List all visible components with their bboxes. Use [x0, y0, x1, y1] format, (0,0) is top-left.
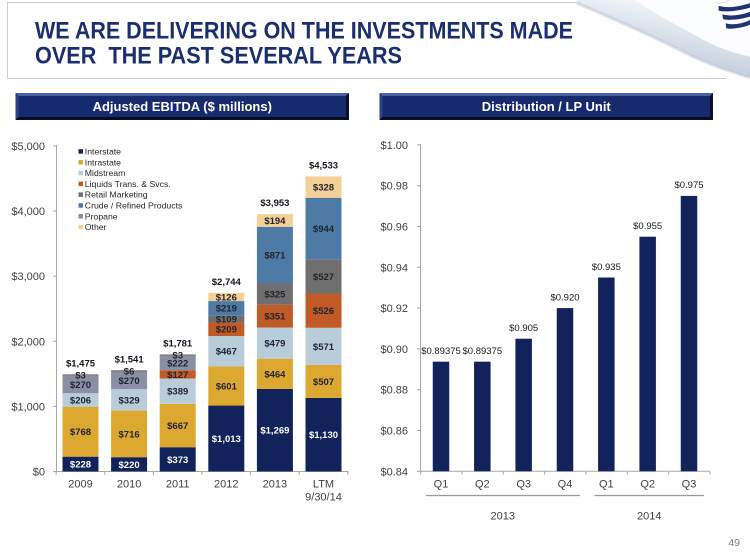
svg-text:2012: 2012	[214, 479, 238, 491]
svg-text:$479: $479	[264, 339, 285, 350]
svg-text:$0.905: $0.905	[509, 323, 538, 334]
svg-text:$507: $507	[313, 377, 334, 388]
svg-text:$1,541: $1,541	[115, 354, 145, 365]
svg-text:$6: $6	[124, 366, 135, 377]
svg-text:$351: $351	[264, 312, 286, 323]
svg-text:$126: $126	[216, 292, 237, 303]
svg-text:$127: $127	[167, 370, 188, 381]
svg-text:$571: $571	[313, 342, 335, 353]
svg-text:$1,000: $1,000	[11, 401, 45, 413]
svg-text:$0.920: $0.920	[550, 292, 579, 303]
svg-text:9/30/14: 9/30/14	[305, 492, 342, 504]
svg-text:$373: $373	[167, 455, 188, 466]
svg-text:$526: $526	[313, 306, 334, 317]
svg-text:2013: 2013	[491, 511, 515, 523]
svg-text:$0.90: $0.90	[380, 344, 408, 356]
svg-text:$716: $716	[119, 429, 140, 440]
svg-text:$228: $228	[70, 460, 91, 471]
svg-text:2009: 2009	[68, 479, 92, 491]
svg-text:$1,130: $1,130	[309, 430, 338, 441]
svg-text:Distribution / LP Unit: Distribution / LP Unit	[482, 99, 612, 114]
svg-text:$209: $209	[216, 325, 237, 336]
svg-text:$1,013: $1,013	[212, 434, 241, 445]
svg-text:$0.935: $0.935	[592, 262, 621, 273]
svg-text:$0.98: $0.98	[380, 181, 408, 193]
svg-text:$944: $944	[313, 224, 335, 235]
svg-text:Adjusted EBITDA ($ millions): Adjusted EBITDA ($ millions)	[93, 99, 272, 114]
svg-text:$3: $3	[172, 351, 183, 362]
svg-text:$325: $325	[264, 290, 286, 301]
svg-text:$329: $329	[119, 395, 140, 406]
svg-text:$219: $219	[216, 304, 237, 315]
svg-text:$467: $467	[216, 347, 237, 358]
svg-text:Q4: Q4	[558, 479, 573, 491]
svg-text:Q2: Q2	[475, 479, 490, 491]
svg-text:$1,269: $1,269	[260, 426, 289, 437]
svg-text:$220: $220	[119, 460, 140, 471]
svg-text:2011: 2011	[166, 479, 190, 491]
svg-text:$3,953: $3,953	[260, 198, 289, 209]
svg-text:$2,744: $2,744	[212, 277, 242, 288]
svg-text:Interstate: Interstate	[85, 147, 121, 157]
svg-text:Midstream: Midstream	[85, 168, 126, 178]
svg-text:$222: $222	[167, 358, 188, 369]
svg-text:49: 49	[728, 537, 740, 549]
svg-text:WE ARE DELIVERING ON THE INVES: WE ARE DELIVERING ON THE INVESTMENTS MAD…	[35, 17, 573, 44]
svg-text:$206: $206	[70, 395, 91, 406]
svg-text:2013: 2013	[263, 479, 287, 491]
svg-text:$1,475: $1,475	[66, 358, 96, 369]
svg-text:$270: $270	[70, 380, 91, 391]
svg-text:Q3: Q3	[516, 479, 531, 491]
svg-text:Liquids Trans. & Svcs.: Liquids Trans. & Svcs.	[85, 179, 171, 189]
svg-text:$1,781: $1,781	[163, 338, 193, 349]
svg-text:Propane: Propane	[85, 211, 118, 221]
svg-text:$4,533: $4,533	[309, 160, 338, 171]
svg-text:2010: 2010	[117, 479, 141, 491]
svg-text:$389: $389	[167, 387, 188, 398]
svg-text:$109: $109	[216, 314, 237, 325]
svg-text:$601: $601	[216, 381, 238, 392]
svg-text:$3: $3	[75, 371, 86, 382]
svg-text:$0.975: $0.975	[674, 180, 703, 191]
svg-text:Q1: Q1	[599, 479, 614, 491]
svg-text:$328: $328	[313, 183, 334, 194]
svg-text:Q1: Q1	[434, 479, 449, 491]
svg-text:$5,000: $5,000	[11, 141, 45, 153]
svg-text:$4,000: $4,000	[11, 206, 45, 218]
svg-text:Other: Other	[85, 222, 107, 232]
svg-text:OVER THE PAST SEVERAL YEARS: OVER THE PAST SEVERAL YEARS	[35, 43, 402, 70]
svg-text:$0.89375: $0.89375	[463, 346, 503, 357]
svg-text:$871: $871	[264, 251, 286, 262]
svg-text:$1.00: $1.00	[380, 140, 408, 152]
svg-text:$0.84: $0.84	[380, 466, 408, 478]
svg-text:$0.96: $0.96	[380, 222, 408, 234]
svg-text:Retail Marketing: Retail Marketing	[85, 190, 148, 200]
svg-text:LTM: LTM	[313, 479, 334, 491]
svg-text:Crude / Refined Products: Crude / Refined Products	[85, 201, 183, 211]
svg-text:$0.92: $0.92	[380, 303, 408, 315]
svg-text:$3,000: $3,000	[11, 271, 45, 283]
svg-text:Intrastate: Intrastate	[85, 157, 121, 167]
svg-text:$194: $194	[264, 216, 286, 227]
svg-text:Q3: Q3	[682, 479, 697, 491]
svg-text:$464: $464	[264, 369, 286, 380]
svg-text:$0: $0	[33, 467, 45, 479]
svg-text:$0.955: $0.955	[633, 221, 662, 232]
svg-text:$0.94: $0.94	[380, 262, 408, 274]
svg-text:$527: $527	[313, 272, 334, 283]
svg-text:$768: $768	[70, 427, 91, 438]
svg-text:$667: $667	[167, 421, 188, 432]
svg-text:$0.88: $0.88	[380, 385, 408, 397]
svg-text:$0.86: $0.86	[380, 426, 408, 438]
svg-text:$2,000: $2,000	[11, 336, 45, 348]
svg-text:$0.89375: $0.89375	[421, 346, 461, 357]
svg-text:$270: $270	[119, 376, 140, 387]
svg-text:2014: 2014	[637, 511, 661, 523]
svg-text:Q2: Q2	[640, 479, 655, 491]
